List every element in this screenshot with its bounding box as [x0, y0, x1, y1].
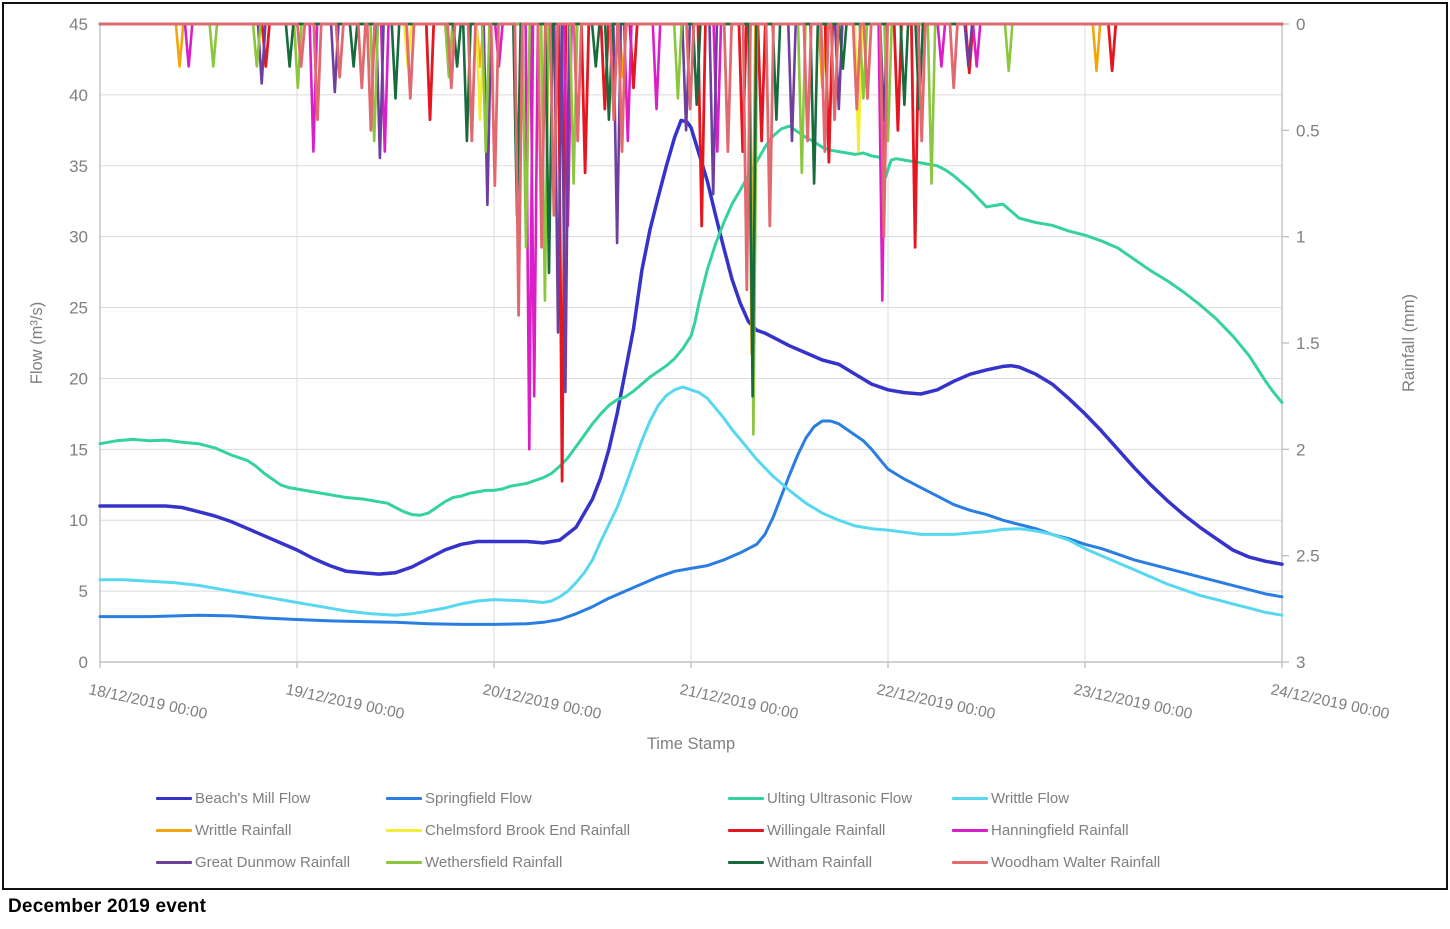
svg-text:1.5: 1.5 — [1296, 334, 1320, 353]
legend-swatch — [156, 828, 192, 832]
svg-text:0.5: 0.5 — [1296, 121, 1320, 140]
svg-text:2: 2 — [1296, 440, 1305, 459]
svg-text:19/12/2019 00:00: 19/12/2019 00:00 — [284, 681, 406, 723]
svg-text:25: 25 — [69, 299, 88, 318]
flow-series-lines — [98, 118, 1284, 626]
rainfall-line — [98, 22, 1284, 317]
svg-text:20: 20 — [69, 369, 88, 388]
legend-item: Wethersfield Rainfall — [386, 852, 728, 872]
legend-item: Hanningfield Rainfall — [952, 820, 1436, 840]
axis-titles: Time Stamp Flow (m³/s) Rainfall (mm) — [28, 294, 1418, 753]
legend-label: Chelmsford Brook End Rainfall — [425, 821, 631, 839]
legend-item: Ulting Ultrasonic Flow — [728, 788, 952, 808]
rainfall-series-lines — [98, 22, 1284, 483]
y-axis-right-title: Rainfall (mm) — [1400, 294, 1418, 392]
flow-line — [98, 124, 1284, 517]
legend-label: Great Dunmow Rainfall — [195, 853, 351, 871]
legend-swatch — [156, 796, 192, 800]
flow-line — [98, 385, 1284, 617]
legend-item: Writtle Flow — [952, 788, 1436, 808]
legend-label: Woodham Walter Rainfall — [991, 853, 1161, 871]
legend-swatch — [728, 860, 764, 864]
svg-text:1: 1 — [1296, 228, 1305, 247]
legend-swatch — [952, 796, 988, 800]
legend-item: Chelmsford Brook End Rainfall — [386, 820, 728, 840]
chart-frame: 0 5 10 15 20 25 30 35 40 45 0 0.5 1 1.5 2 2.5 3 18/12/201… — [2, 2, 1448, 890]
svg-text:18/12/2019 00:00: 18/12/2019 00:00 — [87, 681, 209, 723]
legend-item: Great Dunmow Rainfall — [156, 852, 386, 872]
svg-text:45: 45 — [69, 15, 88, 34]
axes — [99, 23, 1289, 668]
legend-item: Witham Rainfall — [728, 852, 952, 872]
legend-item: Woodham Walter Rainfall — [952, 852, 1436, 872]
svg-text:5: 5 — [79, 582, 88, 601]
svg-text:22/12/2019 00:00: 22/12/2019 00:00 — [875, 681, 997, 723]
legend-swatch — [728, 828, 764, 832]
legend-label: Ulting Ultrasonic Flow — [767, 789, 913, 807]
chart-caption: December 2019 event — [8, 896, 207, 917]
legend-label: Writtle Flow — [991, 789, 1070, 807]
legend-item: Springfield Flow — [386, 788, 728, 808]
y-axis-left-title: Flow (m³/s) — [28, 302, 46, 384]
svg-text:0: 0 — [79, 653, 88, 672]
legend-label: Writtle Rainfall — [195, 821, 292, 839]
legend-swatch — [386, 828, 422, 832]
legend-label: Witham Rainfall — [767, 853, 873, 871]
legend-item: Beach's Mill Flow — [156, 788, 386, 808]
svg-text:20/12/2019 00:00: 20/12/2019 00:00 — [481, 681, 603, 723]
legend-swatch — [952, 828, 988, 832]
legend-item: Writtle Rainfall — [156, 820, 386, 840]
chart-legend: Beach's Mill Flow Springfield Flow Ulting … — [156, 788, 1436, 872]
svg-text:35: 35 — [69, 157, 88, 176]
legend-swatch — [728, 796, 764, 800]
svg-text:3: 3 — [1296, 653, 1305, 672]
legend-label: Hanningfield Rainfall — [991, 821, 1129, 839]
svg-text:15: 15 — [69, 440, 88, 459]
svg-text:10: 10 — [69, 511, 88, 530]
legend-swatch — [386, 860, 422, 864]
legend-label: Springfield Flow — [425, 789, 532, 807]
svg-text:23/12/2019 00:00: 23/12/2019 00:00 — [1072, 681, 1194, 723]
legend-swatch — [156, 860, 192, 864]
legend-label: Beach's Mill Flow — [195, 789, 311, 807]
svg-text:40: 40 — [69, 86, 88, 105]
svg-text:0: 0 — [1296, 15, 1305, 34]
svg-text:30: 30 — [69, 228, 88, 247]
svg-text:21/12/2019 00:00: 21/12/2019 00:00 — [678, 681, 800, 723]
x-axis-title: Time Stamp — [647, 735, 735, 753]
legend-item: Willingale Rainfall — [728, 820, 952, 840]
legend-swatch — [952, 860, 988, 864]
chart-svg: 0 5 10 15 20 25 30 35 40 45 0 0.5 1 1.5 2 2.5 3 18/12/201… — [28, 15, 1418, 753]
svg-text:24/12/2019 00:00: 24/12/2019 00:00 — [1269, 681, 1391, 723]
legend-label: Wethersfield Rainfall — [425, 853, 563, 871]
svg-text:2.5: 2.5 — [1296, 547, 1320, 566]
gridlines — [100, 23, 1282, 662]
legend-swatch — [386, 796, 422, 800]
legend-label: Willingale Rainfall — [767, 821, 886, 839]
flow-line — [98, 118, 1284, 576]
flow-line — [98, 419, 1284, 626]
